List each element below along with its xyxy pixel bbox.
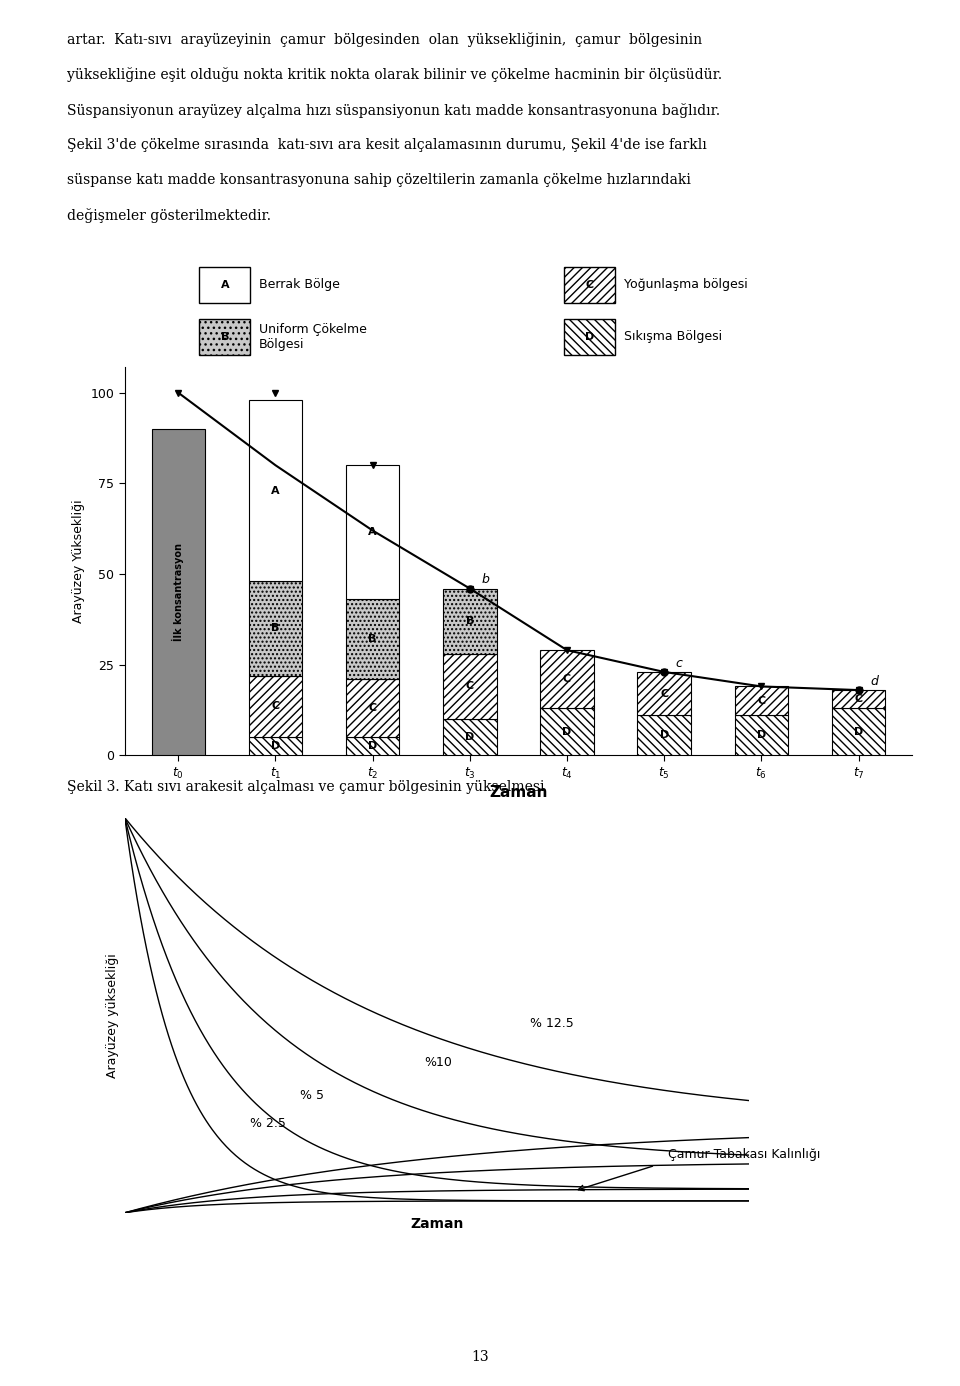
Text: B: B: [272, 624, 279, 633]
Text: b: b: [482, 572, 490, 586]
Bar: [249, 581, 302, 675]
Text: A: A: [221, 280, 229, 290]
Text: D: D: [854, 726, 863, 737]
Bar: [540, 708, 593, 755]
Bar: [249, 401, 302, 581]
Bar: [346, 466, 399, 599]
Text: % 5: % 5: [300, 1088, 324, 1102]
Text: D: D: [368, 742, 377, 751]
Bar: [444, 589, 496, 654]
Bar: [346, 599, 399, 679]
X-axis label: Zaman: Zaman: [410, 1217, 464, 1231]
Y-axis label: Arayüzey yüksekliği: Arayüzey yüksekliği: [107, 952, 119, 1078]
Text: değişmeler gösterilmektedir.: değişmeler gösterilmektedir.: [67, 208, 271, 223]
Text: D: D: [271, 742, 280, 751]
Bar: [249, 737, 302, 755]
Text: C: C: [757, 696, 765, 705]
Text: Şekil 3. Katı sıvı arakesit alçalması ve çamur bölgesinin yükselmesi: Şekil 3. Katı sıvı arakesit alçalması ve…: [67, 779, 544, 794]
X-axis label: Zaman: Zaman: [490, 784, 547, 800]
Bar: [637, 672, 691, 715]
Bar: [200, 319, 251, 355]
Text: süspanse katı madde konsantrasyonuna sahip çözeltilerin zamanla çökelme hızların: süspanse katı madde konsantrasyonuna sah…: [67, 173, 691, 187]
Text: C: C: [466, 682, 474, 692]
Text: %10: %10: [424, 1056, 452, 1069]
Text: yüksekliğine eşit olduğu nokta kritik nokta olarak bilinir ve çökelme hacminin b: yüksekliğine eşit olduğu nokta kritik no…: [67, 68, 722, 82]
Text: Şekil 3'de çökelme sırasında  katı-sıvı ara kesit alçalamasının durumu, Şekil 4': Şekil 3'de çökelme sırasında katı-sıvı a…: [67, 137, 707, 152]
Bar: [249, 675, 302, 737]
Text: C: C: [854, 694, 863, 704]
Bar: [346, 679, 399, 737]
Y-axis label: Arayüzey Yüksekliği: Arayüzey Yüksekliği: [72, 499, 84, 624]
Bar: [831, 690, 885, 708]
Text: Çamur Tabakası Kalınlığı: Çamur Tabakası Kalınlığı: [668, 1149, 820, 1161]
Text: Süspansiyonun arayüzey alçalma hızı süspansiyonun katı madde konsantrasyonuna ba: Süspansiyonun arayüzey alçalma hızı süsp…: [67, 103, 720, 118]
Text: Uniform Çökelme
Bölgesi: Uniform Çökelme Bölgesi: [259, 323, 367, 351]
Text: D: D: [466, 732, 474, 743]
Text: C: C: [586, 280, 593, 290]
Text: B: B: [221, 333, 229, 342]
Text: C: C: [272, 701, 279, 711]
Bar: [444, 654, 496, 719]
Text: D: D: [585, 333, 594, 342]
Text: C: C: [369, 703, 376, 714]
Text: C: C: [563, 674, 571, 685]
Text: D: D: [756, 730, 766, 740]
Text: C: C: [660, 689, 668, 699]
Bar: [200, 266, 251, 304]
Text: artar.  Katı-sıvı  arayüzeyinin  çamur  bölgesinden  olan  yüksekliğinin,  çamur: artar. Katı-sıvı arayüzeyinin çamur bölg…: [67, 32, 703, 47]
Text: % 2.5: % 2.5: [250, 1117, 285, 1130]
Text: B: B: [369, 635, 377, 644]
Bar: [540, 650, 593, 708]
Text: İlk konsantrasyon: İlk konsantrasyon: [172, 543, 184, 642]
Bar: [734, 715, 788, 755]
Text: A: A: [271, 485, 279, 496]
Text: Berrak Bölge: Berrak Bölge: [259, 279, 340, 291]
Bar: [346, 737, 399, 755]
Text: B: B: [466, 617, 474, 626]
Text: Yoğunlaşma bölgesi: Yoğunlaşma bölgesi: [624, 279, 748, 291]
Text: A: A: [369, 527, 377, 538]
Bar: [637, 715, 691, 755]
Bar: [831, 708, 885, 755]
Text: D: D: [660, 730, 669, 740]
Bar: [564, 319, 615, 355]
Bar: [444, 719, 496, 755]
Text: D: D: [563, 726, 571, 737]
Bar: [564, 266, 615, 304]
Bar: [734, 686, 788, 715]
Text: d: d: [870, 675, 878, 687]
Text: % 12.5: % 12.5: [531, 1017, 574, 1030]
Text: 13: 13: [471, 1350, 489, 1364]
Bar: [152, 428, 205, 755]
Text: c: c: [676, 657, 683, 669]
Text: Sıkışma Bölgesi: Sıkışma Bölgesi: [624, 330, 722, 344]
